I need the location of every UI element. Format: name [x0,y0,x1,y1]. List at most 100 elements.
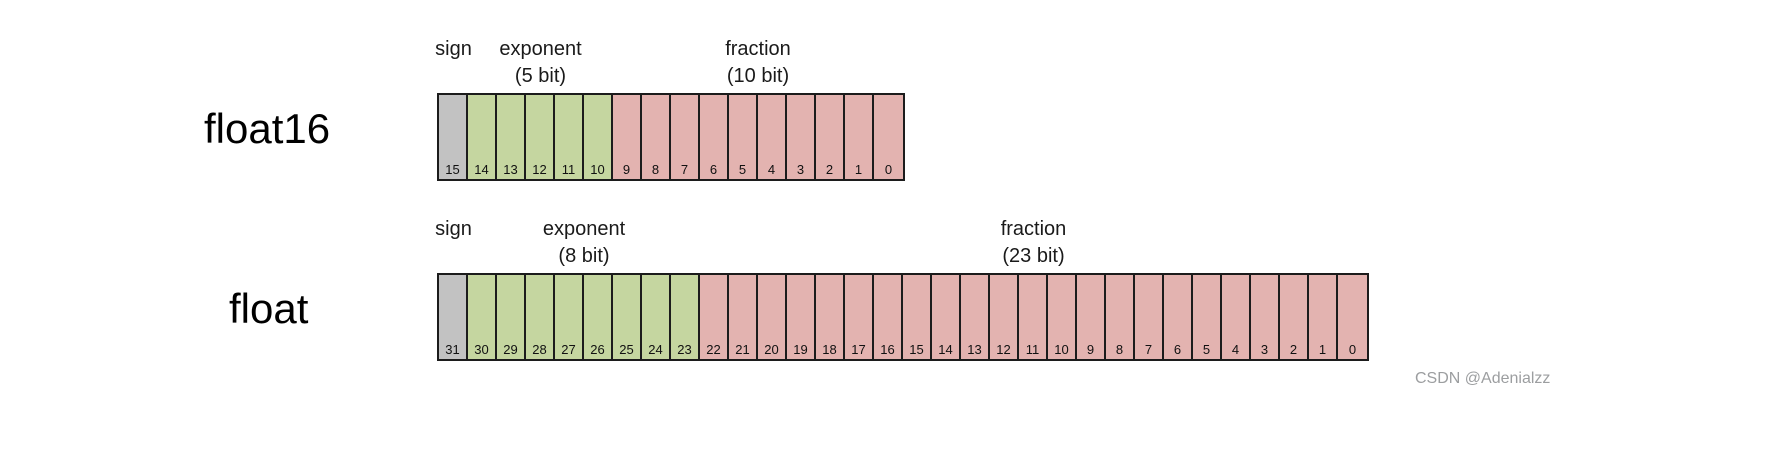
bit-cell-float-12: 12 [990,275,1019,359]
bit-number: 11 [1025,342,1040,357]
bit-number: 5 [1202,342,1211,357]
bit-cell-float16-8: 8 [642,95,671,179]
bit-cell-float16-13: 13 [497,95,526,179]
bit-cell-float-5: 5 [1193,275,1222,359]
bit-cell-float-18: 18 [816,275,845,359]
bit-number: 5 [738,162,747,177]
bit-number: 24 [648,342,663,357]
bit-number: 14 [938,342,953,357]
bit-cell-float-13: 13 [961,275,990,359]
field-label-text: fraction [1000,218,1067,240]
bit-number: 2 [1289,342,1298,357]
field-label-float-exponent: exponent (8 bit) [543,216,625,270]
bit-number: 30 [474,342,489,357]
bit-cells-float16: 15 14 13 12 11 10 9 8 7 6 5 4 3 2 1 0 [437,93,905,181]
bit-number: 19 [793,342,808,357]
bit-number: 4 [1231,342,1240,357]
bit-number: 11 [561,162,576,177]
bit-cell-float-31: 31 [439,275,468,359]
bit-cell-float-28: 28 [526,275,555,359]
field-label-text: exponent [542,218,626,240]
field-label-text: sign [435,38,472,60]
bit-number: 23 [677,342,692,357]
bit-number: 31 [445,342,460,357]
field-label-float16-fraction: fraction (10 bit) [725,36,791,90]
field-bitcount-text: (5 bit) [514,65,567,87]
bit-cell-float16-12: 12 [526,95,555,179]
field-label-float-fraction: fraction (23 bit) [1001,216,1067,270]
bit-number: 9 [1086,342,1095,357]
bitfield-float: sign exponent (8 bit) fraction (23 bit) 31 30… [435,216,1369,361]
bit-cell-float-22: 22 [700,275,729,359]
bit-number: 7 [1144,342,1153,357]
bit-number: 18 [822,342,837,357]
bit-cell-float16-14: 14 [468,95,497,179]
bit-cell-float-23: 23 [671,275,700,359]
field-label-float16-sign: sign [435,36,472,63]
bit-number: 16 [880,342,895,357]
bit-number: 0 [1348,342,1357,357]
field-label-text: fraction [725,38,791,60]
bit-cell-float16-0: 0 [874,95,903,179]
bit-number: 1 [1318,342,1327,357]
bit-cell-float16-1: 1 [845,95,874,179]
bit-number: 22 [706,342,721,357]
field-headers-float: sign exponent (8 bit) fraction (23 bit) [435,216,1369,273]
field-headers-float16: sign exponent (5 bit) fraction (10 bit) [435,36,905,93]
field-label-float16-exponent: exponent (5 bit) [499,36,581,90]
bit-cell-float-6: 6 [1164,275,1193,359]
bit-cell-float-4: 4 [1222,275,1251,359]
bit-number: 12 [532,162,547,177]
bit-number: 13 [503,162,518,177]
bit-number: 7 [680,162,689,177]
bit-cell-float16-7: 7 [671,95,700,179]
field-bitcount-text: (23 bit) [1002,245,1065,267]
bit-cell-float16-11: 11 [555,95,584,179]
bit-number: 10 [590,162,605,177]
bit-number: 13 [967,342,982,357]
bit-number: 26 [590,342,605,357]
bit-cell-float-21: 21 [729,275,758,359]
bit-number: 27 [561,342,576,357]
bit-number: 25 [619,342,634,357]
bit-cell-float16-3: 3 [787,95,816,179]
bit-number: 6 [1173,342,1182,357]
bit-cell-float-16: 16 [874,275,903,359]
bit-cell-float-14: 14 [932,275,961,359]
bit-cell-float-20: 20 [758,275,787,359]
field-label-float-sign: sign [435,216,472,243]
watermark: CSDN @Adenialzz [1415,370,1551,387]
bit-cell-float16-5: 5 [729,95,758,179]
bit-number: 3 [796,162,805,177]
bit-cell-float16-4: 4 [758,95,787,179]
field-bitcount-text: (10 bit) [726,65,790,87]
bit-number: 12 [996,342,1011,357]
bit-number: 21 [735,342,750,357]
bit-cell-float-19: 19 [787,275,816,359]
bit-cell-float-29: 29 [497,275,526,359]
bit-cell-float-27: 27 [555,275,584,359]
bit-cell-float-30: 30 [468,275,497,359]
bit-cell-float-10: 10 [1048,275,1077,359]
bit-number: 3 [1260,342,1269,357]
bit-number: 20 [764,342,779,357]
bit-cell-float-2: 2 [1280,275,1309,359]
bit-cell-float-3: 3 [1251,275,1280,359]
bit-number: 10 [1054,342,1069,357]
bit-cell-float-11: 11 [1019,275,1048,359]
field-label-text: sign [435,218,472,240]
row-label-float16: float16 [204,105,331,152]
bit-number: 29 [503,342,518,357]
bit-cell-float-1: 1 [1309,275,1338,359]
bit-number: 4 [767,162,776,177]
bit-cell-float16-9: 9 [613,95,642,179]
bit-cell-float-7: 7 [1135,275,1164,359]
bit-cell-float16-2: 2 [816,95,845,179]
bit-number: 9 [622,162,631,177]
bit-cell-float-15: 15 [903,275,932,359]
bit-number: 28 [532,342,547,357]
bit-number: 0 [884,162,893,177]
bit-cell-float-9: 9 [1077,275,1106,359]
bit-cell-float16-6: 6 [700,95,729,179]
bit-cell-float16-10: 10 [584,95,613,179]
